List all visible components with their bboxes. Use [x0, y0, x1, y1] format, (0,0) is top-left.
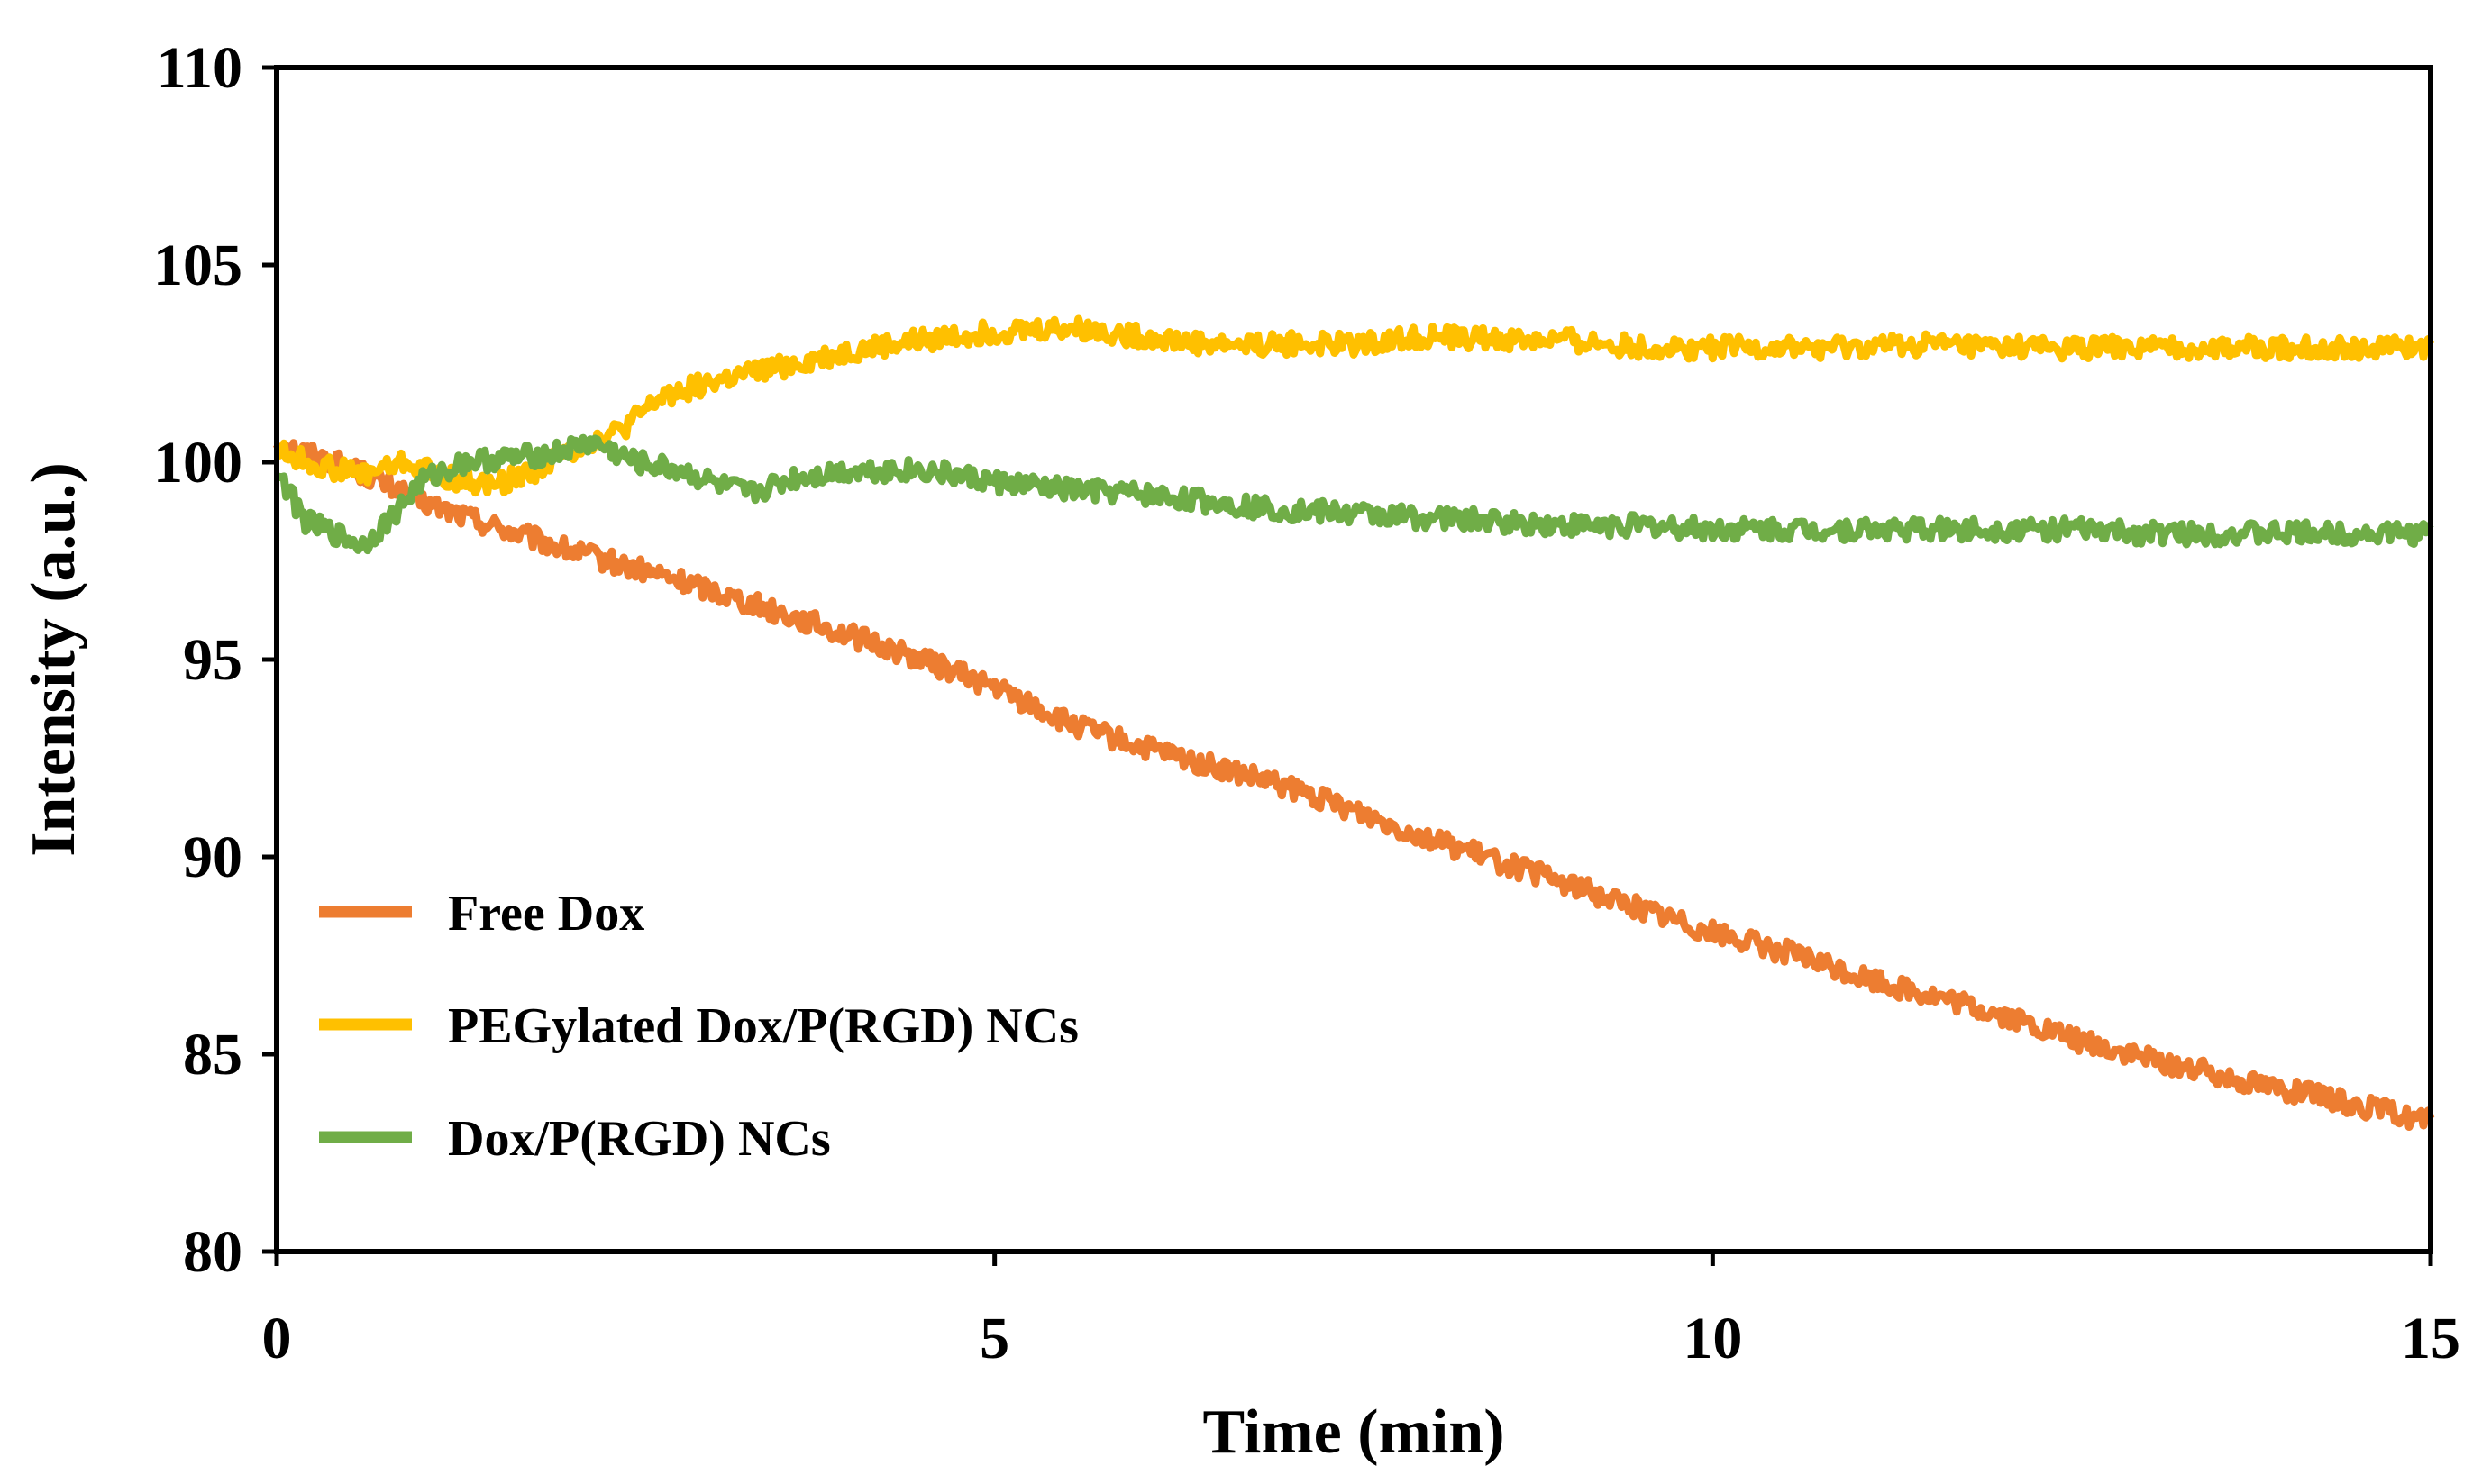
y-tick-label: 80	[183, 1219, 242, 1285]
x-tick-label: 0	[262, 1306, 292, 1371]
y-tick-label: 105	[153, 232, 242, 298]
axis-ticks: 80 85 90 95 100 105 110 0 5 10 15	[153, 35, 2460, 1371]
legend: Free Dox PEGylated Dox/P(RGD) NCs Dox/P(RG…	[319, 886, 1079, 1167]
series-lines	[272, 314, 2435, 1131]
y-tick-label: 110	[157, 35, 242, 101]
series-line-2	[275, 314, 2435, 497]
x-tick-label: 15	[2401, 1306, 2460, 1371]
y-tick-label: 85	[183, 1022, 242, 1088]
x-tick-label: 5	[980, 1306, 1009, 1371]
plot-area-border	[274, 65, 2433, 1254]
legend-label-3: Dox/P(RGD) NCs	[448, 1111, 831, 1167]
y-axis-title: Intensity (a.u.)	[19, 462, 88, 857]
series-line-3	[275, 433, 2434, 555]
series-line-1	[272, 439, 2435, 1131]
legend-label-2: PEGylated Dox/P(RGD) NCs	[448, 998, 1079, 1054]
x-tick-label: 10	[1683, 1306, 1742, 1371]
y-tick-label: 90	[183, 824, 242, 890]
legend-label-1: Free Dox	[448, 886, 644, 942]
x-axis-title: Time (min)	[1202, 1398, 1504, 1467]
y-tick-label: 95	[183, 627, 242, 693]
y-tick-label: 100	[153, 430, 242, 496]
